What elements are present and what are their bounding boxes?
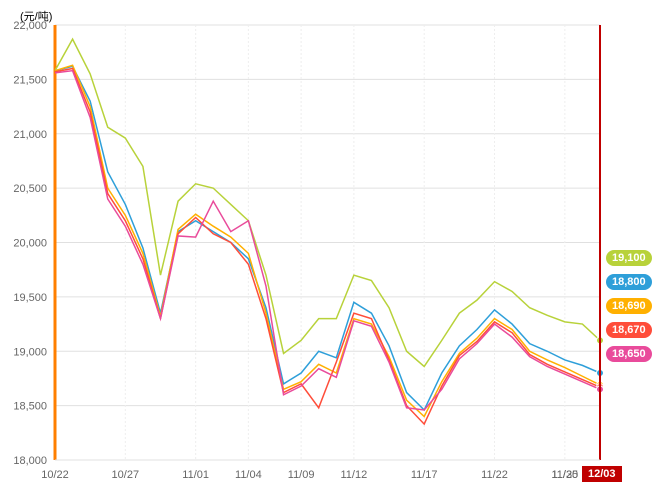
x-tick-label: 10/27 <box>112 469 140 481</box>
end-value-badge-red: 18,670 <box>606 322 652 338</box>
y-tick-label: 20,000 <box>13 238 47 250</box>
y-tick-label: 18,500 <box>13 401 47 413</box>
y-tick-label: 21,500 <box>13 74 47 86</box>
y-tick-label: 21,000 <box>13 129 47 141</box>
end-value-badge-magenta: 18,650 <box>606 346 652 362</box>
end-value-badge-orange: 18,690 <box>606 298 652 314</box>
y-axis-unit-label: (元/吨) <box>20 8 52 24</box>
x-tick-label: 11/22 <box>481 469 508 481</box>
y-tick-label: 19,000 <box>13 346 47 358</box>
y-tick-label: 20,500 <box>13 183 47 195</box>
y-tick-label: 19,500 <box>13 292 47 304</box>
x-tick-label: 11/01 <box>182 469 209 481</box>
cursor-date-badge: 12/03 <box>582 466 622 482</box>
x-tick-label: 11/17 <box>411 469 438 481</box>
x-tick-label: 11/12 <box>341 469 368 481</box>
x-tick-label: 10/22 <box>41 469 69 481</box>
x-tick-label: 11/04 <box>235 469 262 481</box>
y-tick-label: 18,000 <box>13 455 47 467</box>
x-tick-label: 11/30 <box>551 469 578 481</box>
end-value-badge-blue: 18,800 <box>606 274 652 290</box>
x-tick-label: 11/09 <box>288 469 315 481</box>
chart-svg: 18,000 18,500 19,000 19,500 20,000 20,500 21,0… <box>0 0 665 500</box>
price-line-chart: 18,000 18,500 19,000 19,500 20,000 20,500 21,0… <box>0 0 665 500</box>
end-value-badge-green: 19,100 <box>606 250 652 266</box>
